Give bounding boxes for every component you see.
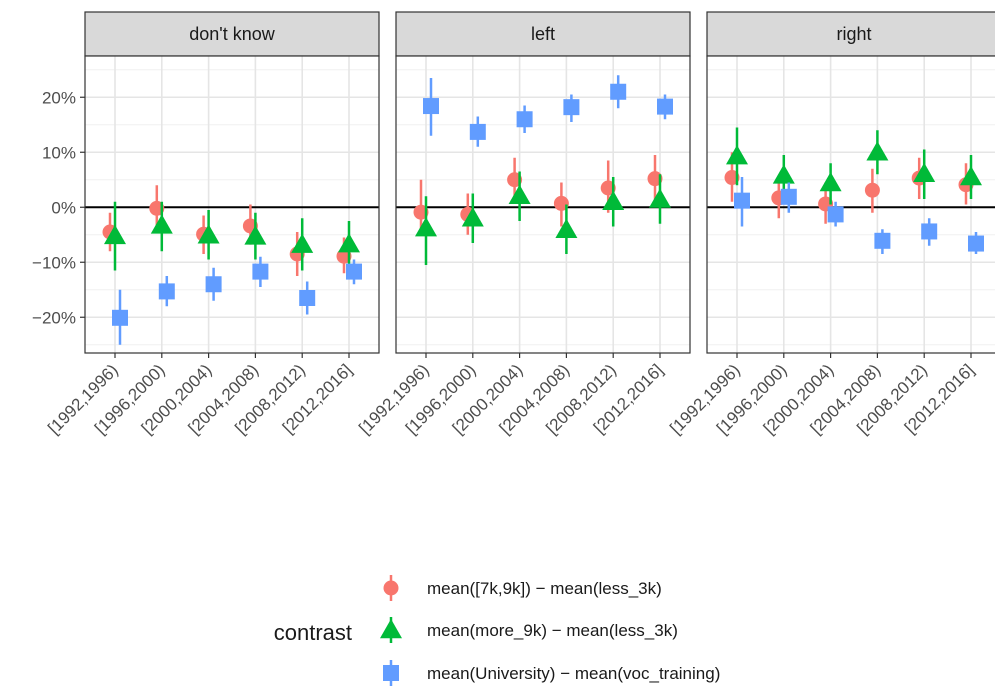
y-tick-label: 10% xyxy=(42,143,76,162)
legend: contrast mean([7k,9k]) − mean(less_3k)me… xyxy=(274,575,720,686)
panel-background xyxy=(396,56,690,353)
legend-key-marker xyxy=(383,665,399,681)
data-point xyxy=(960,166,982,186)
legend-entries: mean([7k,9k]) − mean(less_3k) mean(more_9… xyxy=(380,575,720,686)
legend-entry: mean(more_9k) − mean(less_3k) xyxy=(380,617,678,643)
data-point xyxy=(338,233,360,253)
legend-entry: mean(University) − mean(voc_training) xyxy=(383,660,720,686)
legend-entry: mean([7k,9k]) − mean(less_3k) xyxy=(383,575,662,601)
data-point xyxy=(197,224,220,244)
legend-label: mean(more_9k) − mean(less_3k) xyxy=(427,621,678,640)
y-tick-label: 0% xyxy=(51,198,76,217)
data-point xyxy=(244,225,267,245)
y-tick-label: −20% xyxy=(32,308,76,327)
facet-label: left xyxy=(531,24,555,44)
data-point xyxy=(913,162,936,182)
data-point xyxy=(726,145,748,165)
data-point xyxy=(874,232,891,249)
data-point xyxy=(158,283,175,300)
data-point xyxy=(299,290,316,306)
data-point xyxy=(469,123,486,140)
data-point xyxy=(104,224,126,245)
data-point xyxy=(649,188,671,208)
data-point xyxy=(423,98,439,115)
data-point xyxy=(602,190,625,210)
legend-key-marker xyxy=(383,580,399,596)
panel-border xyxy=(84,55,380,354)
facet-label: don't know xyxy=(189,24,275,44)
data-point xyxy=(866,141,889,161)
y-tick-label: −10% xyxy=(32,253,76,272)
data-point xyxy=(415,217,437,237)
data-point xyxy=(734,192,750,209)
data-point xyxy=(819,172,842,192)
legend-label: mean(University) − mean(voc_training) xyxy=(427,664,720,683)
data-point xyxy=(252,263,269,280)
facet-strip xyxy=(84,11,380,57)
data-point xyxy=(461,207,484,227)
data-point xyxy=(827,206,844,223)
facet-strip xyxy=(395,11,691,57)
y-axis: 20% 10% 0% −10% −20% xyxy=(32,88,85,327)
legend-label: mean([7k,9k]) − mean(less_3k) xyxy=(427,579,662,598)
facet-panel: left[1992,1996)[1996,2000)[2000,2004)[20… xyxy=(355,11,691,438)
data-point xyxy=(657,98,673,115)
data-point xyxy=(291,233,314,253)
data-point xyxy=(780,188,797,205)
facet-strip xyxy=(706,11,995,57)
panel-background xyxy=(85,56,379,353)
legend-key-marker xyxy=(380,619,402,639)
facet-panel: right[1992,1996)[1996,2000)[2000,2004)[2… xyxy=(666,11,995,438)
data-point xyxy=(508,184,531,204)
data-point xyxy=(610,83,627,100)
data-point xyxy=(516,111,533,128)
chart-panels: don't know[1992,1996)[1996,2000)[2000,20… xyxy=(44,11,995,438)
data-point xyxy=(555,218,578,239)
data-point xyxy=(150,214,173,234)
data-point xyxy=(346,263,362,280)
data-point xyxy=(968,235,984,252)
data-point xyxy=(772,164,795,184)
panel-border xyxy=(706,55,995,354)
data-point xyxy=(864,182,880,198)
data-point xyxy=(563,99,580,116)
data-point xyxy=(205,276,222,293)
y-tick-label: 20% xyxy=(42,88,76,107)
panel-background xyxy=(707,56,995,353)
legend-title: contrast xyxy=(274,620,352,645)
panel-border xyxy=(395,55,691,354)
facet-label: right xyxy=(836,24,871,44)
facet-panel: don't know[1992,1996)[1996,2000)[2000,20… xyxy=(44,11,380,438)
data-point xyxy=(112,309,128,326)
data-point xyxy=(921,223,938,240)
